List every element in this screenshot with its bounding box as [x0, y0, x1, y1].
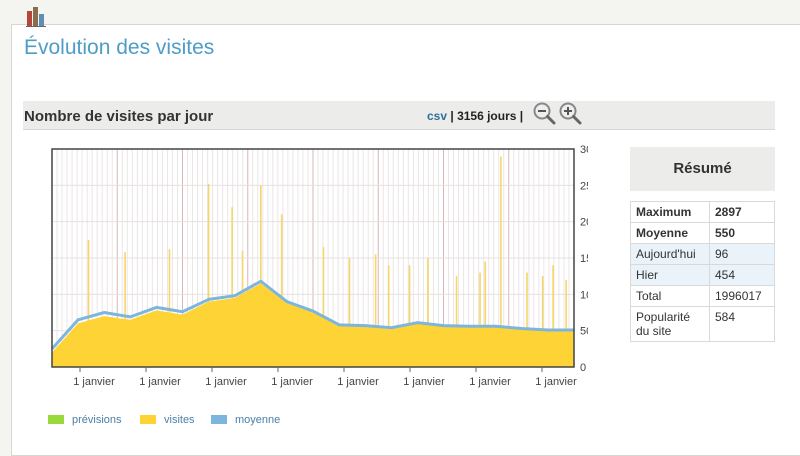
summary-label: Moyenne — [630, 222, 710, 244]
section-title: Nombre de visites par jour — [24, 108, 214, 125]
summary-title: Résumé — [630, 147, 775, 191]
summary-table: Maximum 2897 Moyenne 550 Aujourd'hui 96 Hie… — [630, 201, 775, 342]
days-selector[interactable]: 3156 jours — [457, 109, 517, 123]
summary-value: 96 — [709, 243, 775, 265]
x-tick-label: 1 janvier — [535, 376, 577, 388]
summary-value: 584 — [709, 306, 775, 342]
visits-area — [52, 283, 574, 367]
summary-value: 454 — [709, 264, 775, 286]
x-tick-label: 1 janvier — [403, 376, 445, 388]
summary-row: Maximum 2897 — [630, 201, 775, 223]
summary-panel: Résumé Maximum 2897 Moyenne 550 Aujourd'hu… — [630, 147, 775, 342]
section-header: Nombre de visites par jour csv | 3156 jo… — [23, 101, 775, 130]
summary-label: Aujourd'hui — [630, 243, 710, 265]
visits-swatch — [140, 415, 156, 424]
forecast-swatch — [48, 415, 64, 424]
chart-tools: csv | 3156 jours | — [427, 109, 523, 123]
summary-label: Popularité du site — [630, 306, 710, 342]
legend-item-forecast[interactable]: prévisions — [48, 414, 122, 426]
summary-label: Maximum — [630, 201, 710, 223]
summary-row: Hier 454 — [630, 264, 775, 286]
legend-item-average[interactable]: moyenne — [211, 414, 280, 426]
summary-row: Aujourd'hui 96 — [630, 243, 775, 265]
y-tick-label: 0 — [580, 362, 586, 374]
tools-separator: | — [447, 109, 458, 123]
x-tick-label: 1 janvier — [469, 376, 511, 388]
x-tick-label: 1 janvier — [205, 376, 247, 388]
y-tick-label: 2000 — [580, 217, 588, 229]
x-tick-label: 1 janvier — [271, 376, 313, 388]
summary-value: 550 — [709, 222, 775, 244]
x-tick-label: 1 janvier — [337, 376, 379, 388]
csv-link[interactable]: csv — [427, 109, 448, 123]
y-tick-label: 500 — [580, 326, 588, 338]
zoom-in-icon[interactable] — [558, 101, 582, 125]
y-tick-label: 1000 — [580, 289, 588, 301]
legend-label: visites — [164, 414, 195, 426]
summary-label: Hier — [630, 264, 710, 286]
y-tick-label: 3000 — [580, 144, 588, 156]
summary-row: Total 1996017 — [630, 285, 775, 307]
summary-value: 2897 — [709, 201, 775, 223]
tools-separator: | — [516, 109, 524, 123]
plot-frame — [51, 148, 575, 368]
summary-value: 1996017 — [709, 285, 775, 307]
stats-logo-icon — [26, 7, 46, 27]
y-tick-label: 1500 — [580, 253, 588, 265]
average-swatch — [211, 415, 227, 424]
summary-row: Popularité du site 584 — [630, 306, 775, 342]
legend-label: moyenne — [235, 414, 281, 426]
visits-chart: 0 500 1000 1500 2000 2500 3000 1 janvier 1 janvi… — [50, 144, 588, 388]
summary-row: Moyenne 550 — [630, 222, 775, 244]
x-tick-label: 1 janvier — [139, 376, 181, 388]
legend-label: prévisions — [72, 414, 122, 426]
average-line — [50, 279, 574, 350]
page-title: Évolution des visites — [24, 36, 215, 59]
legend-item-visits[interactable]: visites — [140, 414, 195, 426]
y-tick-label: 2500 — [580, 180, 588, 192]
x-tick-label: 1 janvier — [73, 376, 115, 388]
summary-label: Total — [630, 285, 710, 307]
zoom-out-icon[interactable] — [532, 101, 556, 125]
